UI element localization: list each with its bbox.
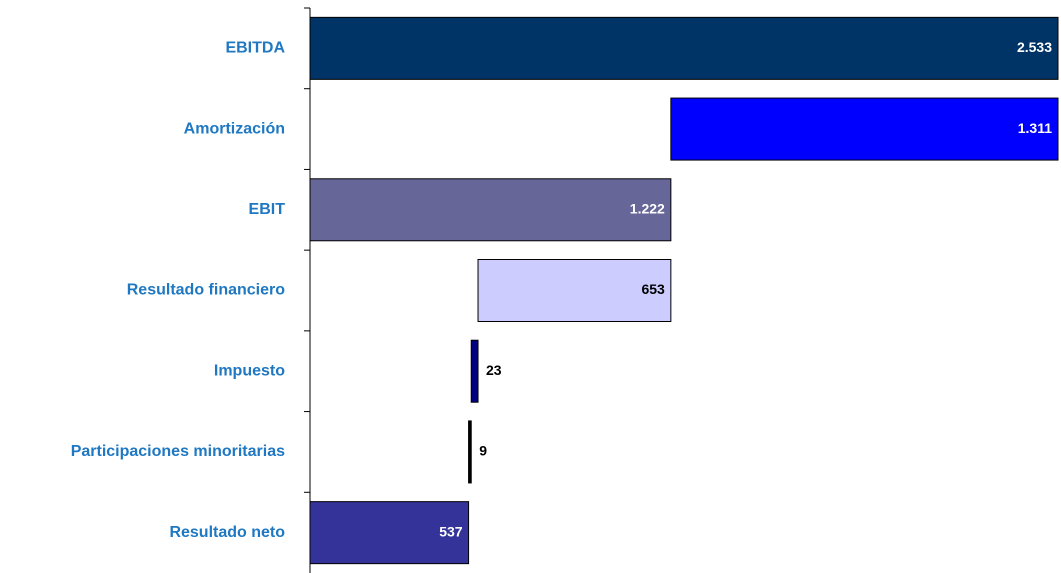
category-label: Impuesto	[214, 362, 285, 379]
bar	[670, 97, 1059, 161]
value-label: 9	[479, 443, 487, 459]
category-label: Participaciones minoritarias	[71, 443, 285, 460]
value-label: 2.533	[1017, 39, 1052, 55]
value-label: 653	[641, 281, 665, 297]
value-label: 1.222	[630, 200, 665, 216]
category-label: Resultado neto	[169, 524, 285, 541]
category-label: Resultado financiero	[127, 282, 285, 299]
value-label: 1.311	[1018, 120, 1052, 136]
bar	[470, 339, 479, 403]
category-label: Amortización	[184, 120, 285, 137]
category-label: EBIT	[249, 201, 286, 218]
bar	[309, 16, 1059, 80]
value-label: 537	[439, 523, 463, 539]
value-label: 23	[486, 362, 502, 378]
bar	[309, 501, 470, 565]
bar	[468, 420, 472, 484]
bar	[309, 178, 672, 242]
bar	[477, 259, 672, 322]
category-label: EBITDA	[225, 40, 285, 57]
